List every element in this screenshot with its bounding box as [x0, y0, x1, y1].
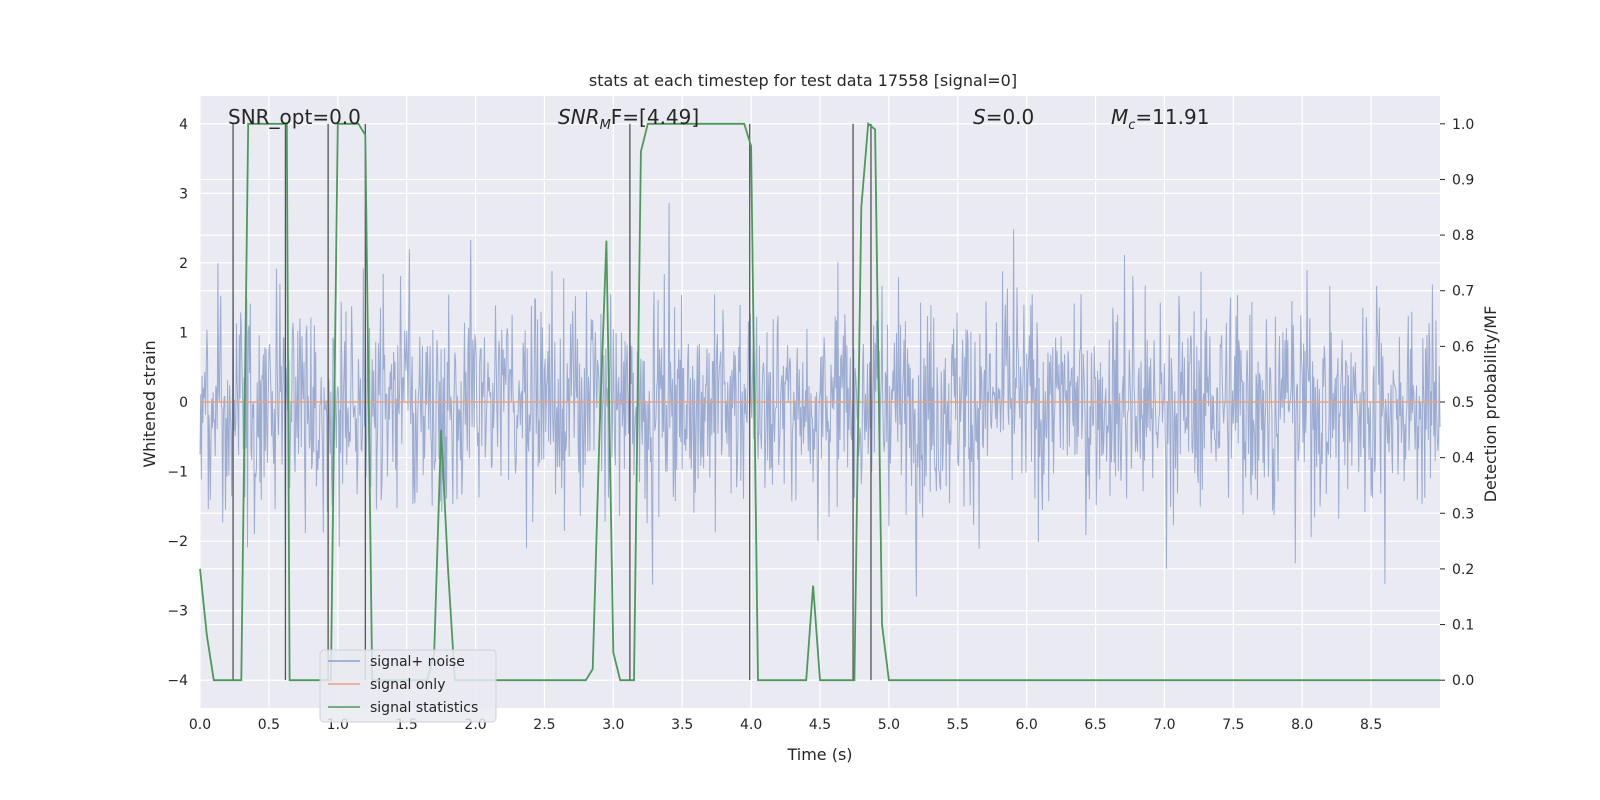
vertical-markers: [232, 123, 872, 681]
x-tick-label: 8.0: [1291, 717, 1313, 733]
y-left-tick-label: 1: [179, 325, 188, 341]
signal-statistics-line: [199, 122, 1440, 682]
y-left-tick-label: 0: [179, 395, 188, 411]
x-tick-label: 2.5: [533, 717, 555, 733]
y-right-tick-label: 0.3: [1452, 506, 1474, 522]
x-tick-label: 4.0: [740, 717, 762, 733]
snr-mf-prefix: SNR: [558, 105, 600, 129]
signal-statistics-series: [199, 122, 1440, 682]
chart-title: stats at each timestep for test data 175…: [589, 71, 1017, 90]
y-left-tick-label: 3: [179, 186, 188, 202]
x-tick-label: 7.0: [1153, 717, 1175, 733]
y-axis-right-label: Detection probability/MF: [1481, 306, 1500, 503]
y-left-tick-label: −1: [167, 465, 188, 481]
y-right-tick-label: 1.0: [1452, 117, 1474, 133]
x-tick-label: 0.0: [189, 717, 211, 733]
x-tick-label: 5.0: [878, 717, 900, 733]
snr-mf-sub: M: [600, 118, 611, 133]
y-right-tick-label: 0.5: [1452, 395, 1474, 411]
s-value: =0.0: [986, 105, 1035, 129]
mc-value: =11.91: [1135, 105, 1209, 129]
y-right-tick-label: 0.4: [1452, 451, 1474, 467]
x-tick-label: 6.5: [1084, 717, 1106, 733]
x-tick-label: 0.5: [258, 717, 280, 733]
y-left-tick-label: 2: [179, 256, 188, 272]
x-tick-label: 7.5: [1222, 717, 1244, 733]
s-annotation: S=0.0: [973, 105, 1034, 129]
snr-opt-annotation: SNR_opt=0.0: [228, 105, 361, 129]
y-right-tick-label: 0.1: [1452, 618, 1474, 634]
y-right-tick-label: 0.0: [1452, 673, 1474, 689]
y-right-tick-label: 0.2: [1452, 562, 1474, 578]
legend-label-statistics: signal statistics: [370, 700, 478, 716]
y-axis-right-ticks: 1.0 0.9 0.8 0.7 0.6 0.5 0.4 0.3 0.2 0.1 0.0: [1440, 117, 1474, 689]
x-tick-label: 6.0: [1016, 717, 1038, 733]
snr-mf-suffix: F=[4.49]: [611, 105, 699, 129]
y-left-tick-label: 4: [179, 117, 188, 133]
y-right-tick-label: 0.8: [1452, 228, 1474, 244]
x-axis-label: Time (s): [786, 745, 852, 764]
y-axis-left-ticks: 4 3 2 1 0 −1 −2 −3 −4: [167, 117, 188, 689]
legend-label-signal-only: signal only: [370, 677, 445, 693]
x-tick-label: 4.5: [809, 717, 831, 733]
snr-mf-annotation: SNRMF=[4.49]: [558, 105, 699, 133]
y-right-tick-label: 0.6: [1452, 339, 1474, 355]
mc-sub: c: [1128, 118, 1135, 133]
x-tick-label: 8.5: [1360, 717, 1382, 733]
legend: signal+ noise signal only signal statist…: [319, 649, 497, 723]
x-tick-label: 3.0: [602, 717, 624, 733]
y-right-tick-label: 0.9: [1452, 172, 1474, 188]
y-left-tick-label: −4: [167, 673, 188, 689]
legend-label-noise: signal+ noise: [370, 654, 465, 670]
mc-annotation: Mc=11.91: [1111, 105, 1209, 133]
mc-label: M: [1111, 105, 1128, 129]
x-tick-label: 5.5: [947, 717, 969, 733]
y-axis-left-label: Whitened strain: [140, 340, 159, 467]
legend-box: [319, 649, 497, 723]
y-left-tick-label: −2: [167, 534, 188, 550]
s-label: S: [973, 105, 986, 129]
y-right-tick-label: 0.7: [1452, 284, 1474, 300]
x-tick-label: 3.5: [671, 717, 693, 733]
signal-noise-series: [199, 202, 1441, 597]
signal-noise-line: [199, 202, 1441, 597]
y-left-tick-label: −3: [167, 604, 188, 620]
